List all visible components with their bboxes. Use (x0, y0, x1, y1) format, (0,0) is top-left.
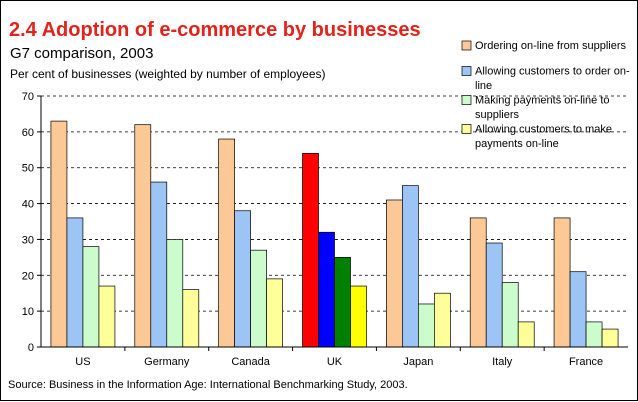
y-axis-label: Per cent of businesses (weighted by numb… (10, 67, 326, 81)
legend-swatch (461, 66, 472, 76)
x-tick-label: Germany (144, 356, 190, 368)
legend: Ordering on-line from suppliers Allowing … (461, 40, 630, 150)
bar-us-series-2 (66, 217, 84, 348)
y-tick-label: 30 (22, 234, 34, 246)
chart-source: Source: Business in the Information Age:… (8, 379, 408, 391)
bar-uk-series-1 (302, 153, 319, 348)
legend-label: Ordering on-line from suppliers (475, 40, 627, 52)
bar-germany-series-1 (134, 124, 152, 348)
y-tick-label: 10 (22, 306, 34, 318)
x-tick-label: UK (327, 356, 343, 368)
bar-japan-series-4 (434, 292, 451, 348)
axes: 0 10 20 30 40 50 60 70 US Germany Canada UK Japan Ita… (22, 91, 628, 368)
bar-germany-series-2 (150, 181, 168, 348)
bar-canada-series-1 (218, 138, 235, 348)
y-tick-label: 70 (22, 91, 34, 103)
bar-canada-series-4 (266, 278, 283, 348)
legend-label: Allowing customers to make (475, 124, 612, 136)
bar-us-series-4 (98, 285, 116, 348)
bar-uk-series-4 (350, 285, 367, 348)
bar-us-series-1 (50, 120, 68, 348)
legend-label: Allowing customers to order on- (475, 66, 630, 78)
legend-swatch (461, 124, 472, 134)
bar-italy-series-4 (517, 321, 535, 348)
y-tick-label: 50 (22, 163, 34, 175)
legend-label: Making payments on-line to (475, 95, 610, 107)
bar-france-series-4 (601, 328, 619, 348)
bar-germany-series-3 (166, 239, 184, 348)
bar-canada-series-2 (234, 210, 251, 348)
x-tick-label: Japan (403, 356, 433, 368)
chart-title: 2.4 Adoption of e-commerce by businesses (9, 19, 421, 41)
y-tick-label: 40 (22, 199, 34, 211)
legend-label: suppliers (475, 109, 520, 121)
legend-swatch (461, 95, 472, 105)
y-tick-label: 60 (22, 127, 34, 139)
bar-japan-series-2 (402, 185, 419, 348)
bar-italy-series-2 (485, 242, 503, 348)
bar-japan-series-1 (386, 199, 403, 348)
bar-canada-series-3 (250, 249, 267, 348)
x-tick-label: Canada (231, 356, 270, 368)
y-tick-label: 0 (28, 342, 34, 354)
bar-france-series-2 (569, 271, 587, 348)
bar-japan-series-3 (418, 303, 435, 348)
legend-swatch (461, 40, 472, 51)
bar-france-series-3 (585, 321, 603, 348)
bar-us-series-3 (82, 246, 100, 348)
x-tick-label: Italy (492, 356, 513, 368)
legend-label: payments on-line (475, 138, 559, 150)
bar-france-series-1 (553, 217, 571, 348)
bars (50, 120, 619, 348)
bar-uk-series-2 (318, 231, 335, 348)
bar-germany-series-4 (182, 289, 200, 348)
legend-label: line (475, 80, 492, 92)
x-tick-label: US (75, 356, 90, 368)
chart-subtitle: G7 comparison, 2003 (10, 45, 153, 62)
bar-uk-series-3 (334, 257, 351, 348)
bar-italy-series-1 (469, 217, 487, 348)
y-tick-label: 20 (22, 270, 34, 282)
bar-italy-series-3 (501, 282, 519, 348)
x-tick-label: France (569, 356, 603, 368)
